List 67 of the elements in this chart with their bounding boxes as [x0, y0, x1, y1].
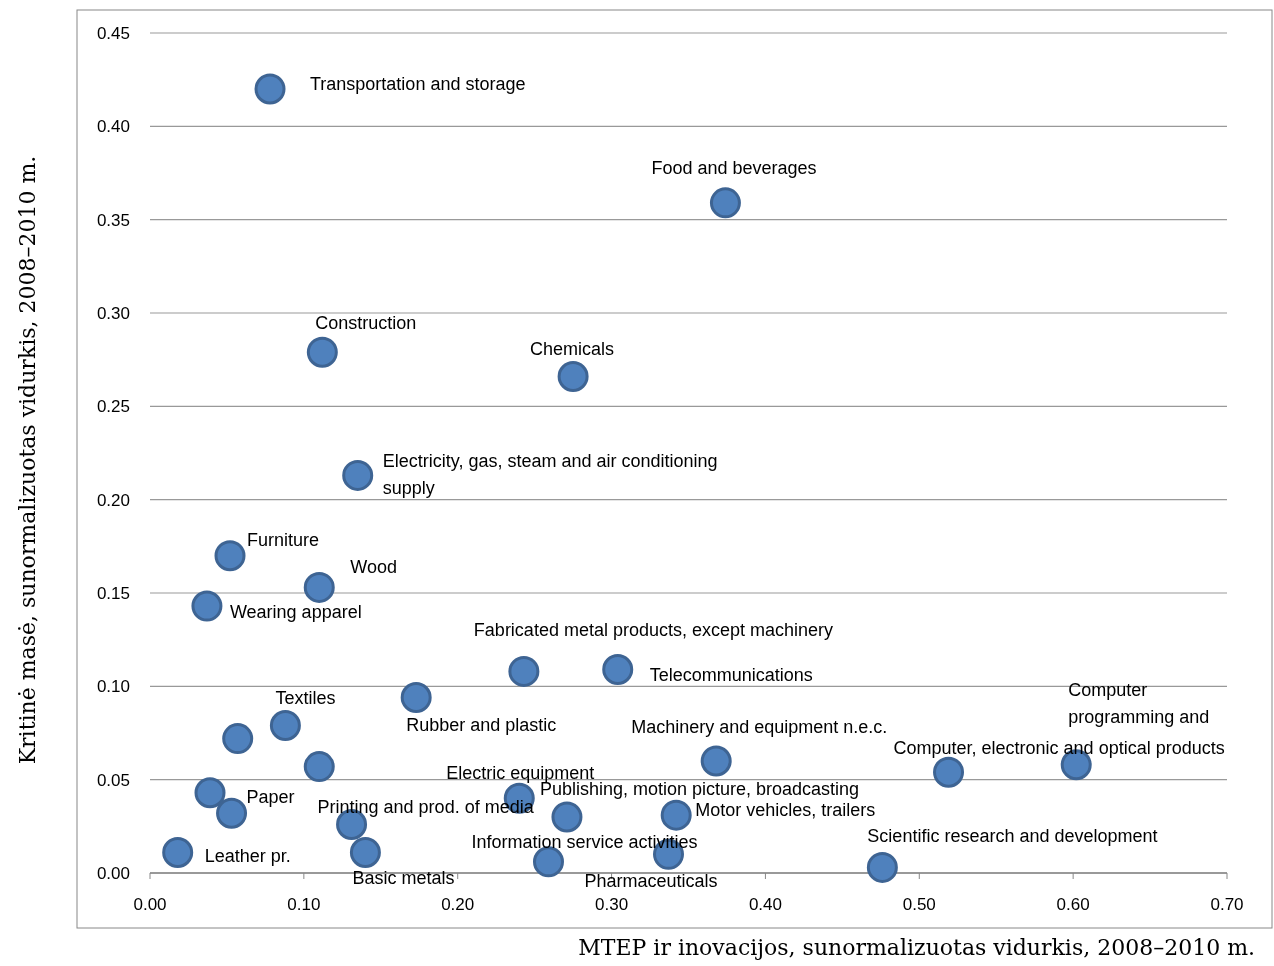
- annotation: Pharmaceuticals: [584, 870, 718, 891]
- y-tick-label: 0.45: [96, 23, 130, 43]
- x-tick-label: 0.30: [595, 895, 629, 914]
- annotation: Telecommunications: [649, 664, 813, 685]
- point: [222, 723, 254, 755]
- point: [214, 540, 246, 572]
- point: [508, 655, 540, 687]
- y-axis-title: Kritinė masė, sunormalizuotas vidurkis, 2008–2010 m.: [15, 155, 40, 765]
- annotation: Chemicals: [530, 338, 615, 359]
- annotation: Electricity, gas, steam and air conditioning supply: [382, 450, 718, 498]
- y-tick-label: 0.00: [96, 863, 130, 883]
- point: [709, 187, 741, 219]
- point: [349, 836, 381, 868]
- point: [306, 336, 338, 368]
- annotation: Construction: [315, 312, 417, 333]
- x-tick-label: 0.70: [1210, 895, 1244, 914]
- y-tick-label: 0.10: [96, 677, 130, 697]
- point: [866, 851, 898, 883]
- annotation: Fabricated metal products, except machinery: [473, 619, 834, 640]
- annotation: Leather pr.: [204, 845, 291, 866]
- x-tick-label: 0.60: [1056, 895, 1090, 914]
- annotation: Motor vehicles, trailers: [695, 800, 876, 821]
- point: [700, 745, 732, 777]
- annotation: Wood: [350, 556, 397, 577]
- x-tick-label: 0.40: [748, 895, 782, 914]
- x-tick-label: 0.00: [133, 895, 167, 914]
- annotation: Furniture: [247, 529, 320, 550]
- x-tick-label: 0.20: [441, 895, 475, 914]
- annotation: Paper: [246, 786, 295, 807]
- point: [303, 571, 335, 603]
- y-tick-label: 0.30: [96, 303, 130, 323]
- annotation: Food and beverages: [651, 158, 817, 179]
- point: [933, 756, 965, 788]
- x-tick-label: 0.10: [287, 895, 321, 914]
- x-tick-label: 0.50: [902, 895, 936, 914]
- point: [551, 801, 583, 833]
- point: [532, 846, 564, 878]
- point: [557, 360, 589, 392]
- y-tick-label: 0.40: [96, 117, 130, 137]
- point: [216, 797, 248, 829]
- annotation: Transportation and storage: [310, 74, 526, 95]
- annotation: Scientific research and development: [867, 825, 1158, 846]
- annotation: Printing and prod. of media: [317, 796, 535, 817]
- y-tick-label: 0.15: [96, 583, 130, 603]
- y-tick-label: 0.20: [96, 490, 130, 510]
- y-tick-label: 0.25: [96, 397, 130, 417]
- point: [194, 777, 226, 809]
- point: [342, 459, 374, 491]
- annotation: Wearing apparel: [229, 602, 362, 623]
- annotation: Textiles: [275, 687, 336, 708]
- annotation: Computer programming and: [1068, 680, 1210, 728]
- annotation: Machinery and equipment n.e.c.: [631, 717, 888, 738]
- point: [191, 590, 223, 622]
- x-axis-title: MTEP ir inovacijos, sunormalizuotas vidurkis, 2008–2010 m.: [578, 935, 1255, 960]
- point: [254, 73, 286, 105]
- point: [602, 654, 634, 686]
- y-tick-label: 0.05: [96, 770, 130, 790]
- annotation: Rubber and plastic: [406, 714, 557, 735]
- point: [303, 751, 335, 783]
- point: [660, 799, 692, 831]
- annotation: Electric equipment: [446, 762, 595, 783]
- annotation: Basic metals: [352, 867, 455, 888]
- point: [162, 836, 194, 868]
- point: [269, 710, 301, 742]
- point: [400, 682, 432, 714]
- y-tick-label: 0.35: [96, 210, 130, 230]
- annotation: Information service activities: [471, 832, 698, 853]
